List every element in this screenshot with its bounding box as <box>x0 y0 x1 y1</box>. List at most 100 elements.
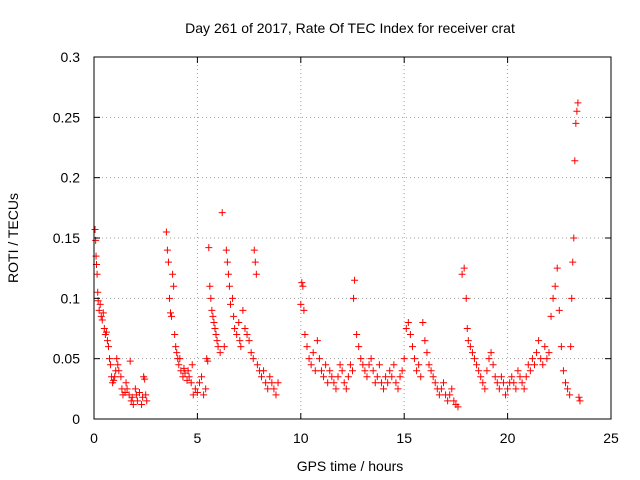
data-point <box>390 361 398 369</box>
data-point <box>346 361 354 369</box>
data-point <box>270 385 278 393</box>
data-point <box>562 379 570 387</box>
data-point <box>564 385 572 393</box>
data-point <box>431 379 439 387</box>
data-point <box>336 361 344 369</box>
data-point <box>183 376 191 384</box>
data-point <box>202 385 210 393</box>
data-point <box>402 325 410 332</box>
data-point <box>243 331 251 339</box>
data-point <box>143 397 151 405</box>
data-point <box>253 361 261 369</box>
data-point <box>545 349 553 357</box>
data-point <box>508 373 516 381</box>
data-point <box>479 379 487 387</box>
data-point <box>349 367 356 375</box>
data-point <box>473 361 481 369</box>
data-point <box>245 337 253 345</box>
data-point <box>574 99 582 107</box>
data-point <box>172 343 180 351</box>
data-point <box>191 385 199 393</box>
data-point <box>231 325 239 332</box>
x-tick-label: 25 <box>603 430 619 446</box>
data-point <box>557 343 565 351</box>
data-point <box>184 367 192 375</box>
data-point <box>226 300 234 308</box>
data-point <box>223 258 231 266</box>
data-point <box>466 343 474 351</box>
data-point <box>135 388 143 396</box>
x-tick-label: 15 <box>396 430 412 446</box>
data-point <box>427 367 435 375</box>
data-point <box>213 337 221 345</box>
y-tick-label: 0.25 <box>53 109 80 125</box>
data-point <box>317 367 325 375</box>
data-point <box>207 294 215 302</box>
data-point <box>258 373 266 381</box>
data-point <box>495 385 503 393</box>
data-point <box>106 355 114 363</box>
data-point <box>173 349 181 357</box>
data-point <box>322 361 330 369</box>
data-point <box>127 397 135 405</box>
y-tick-label: 0.2 <box>61 170 81 186</box>
data-point <box>392 379 400 387</box>
data-point <box>537 355 545 363</box>
data-point <box>559 367 567 375</box>
x-tick-label: 20 <box>500 430 516 446</box>
data-point <box>530 361 538 369</box>
data-point <box>128 393 136 401</box>
data-point <box>237 343 245 351</box>
y-axis-label: ROTI / TECUs <box>5 193 21 283</box>
data-point <box>485 355 493 363</box>
data-point <box>458 270 466 278</box>
data-point <box>361 367 369 375</box>
data-point <box>131 385 139 393</box>
data-point <box>353 331 361 339</box>
data-point <box>222 246 230 254</box>
data-point <box>520 385 528 393</box>
data-point <box>568 294 576 302</box>
data-point <box>351 276 359 284</box>
data-point <box>102 328 110 336</box>
data-point <box>94 288 102 296</box>
data-point <box>394 385 402 393</box>
data-point <box>113 355 121 363</box>
data-point <box>110 376 118 384</box>
y-tick-label: 0.3 <box>61 49 81 65</box>
data-point <box>176 355 184 363</box>
data-point <box>437 385 445 393</box>
data-point <box>388 373 396 381</box>
data-point <box>423 349 431 357</box>
data-point <box>539 361 547 369</box>
data-point <box>239 306 247 314</box>
data-point <box>305 355 313 363</box>
data-point <box>299 282 307 290</box>
data-point <box>198 373 206 381</box>
data-point <box>450 397 458 405</box>
data-point <box>301 331 309 339</box>
data-point <box>206 282 214 290</box>
data-point <box>233 331 241 339</box>
data-point <box>142 391 150 399</box>
data-point <box>121 388 129 396</box>
data-point <box>115 367 123 375</box>
data-point <box>138 401 146 409</box>
data-point <box>209 312 217 320</box>
data-point <box>332 385 340 393</box>
data-point <box>104 343 112 351</box>
data-point <box>516 373 524 381</box>
data-point <box>122 379 130 387</box>
data-point <box>460 264 468 272</box>
data-point <box>133 397 141 405</box>
data-point <box>566 391 574 399</box>
y-tick-label: 0.05 <box>53 351 80 367</box>
data-point <box>200 391 208 399</box>
data-point <box>355 343 363 351</box>
data-point <box>483 367 491 375</box>
x-axis-label: GPS time / hours <box>297 458 404 474</box>
data-point <box>129 401 137 409</box>
data-point <box>363 373 371 381</box>
data-point <box>262 379 270 387</box>
